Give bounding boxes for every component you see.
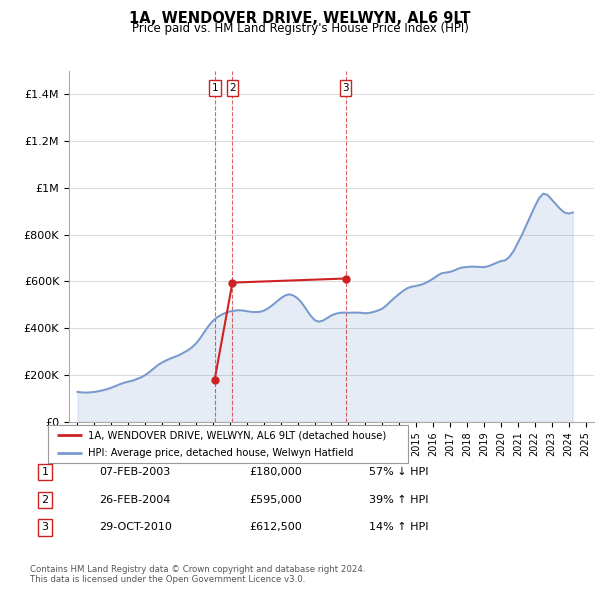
Text: 1A, WENDOVER DRIVE, WELWYN, AL6 9LT (detached house): 1A, WENDOVER DRIVE, WELWYN, AL6 9LT (det… [88, 430, 386, 440]
Text: 07-FEB-2003: 07-FEB-2003 [99, 467, 170, 477]
Text: 1: 1 [211, 83, 218, 93]
Text: 1: 1 [41, 467, 49, 477]
Text: 39% ↑ HPI: 39% ↑ HPI [369, 495, 428, 504]
Text: £180,000: £180,000 [249, 467, 302, 477]
Text: 2: 2 [229, 83, 236, 93]
FancyBboxPatch shape [48, 425, 408, 463]
Text: 57% ↓ HPI: 57% ↓ HPI [369, 467, 428, 477]
Text: 2: 2 [41, 495, 49, 504]
Text: 26-FEB-2004: 26-FEB-2004 [99, 495, 170, 504]
Text: 3: 3 [41, 523, 49, 532]
Text: £595,000: £595,000 [249, 495, 302, 504]
Text: HPI: Average price, detached house, Welwyn Hatfield: HPI: Average price, detached house, Welw… [88, 448, 353, 458]
Text: Price paid vs. HM Land Registry's House Price Index (HPI): Price paid vs. HM Land Registry's House … [131, 22, 469, 35]
Text: 14% ↑ HPI: 14% ↑ HPI [369, 523, 428, 532]
Text: £612,500: £612,500 [249, 523, 302, 532]
Text: 29-OCT-2010: 29-OCT-2010 [99, 523, 172, 532]
Text: 1A, WENDOVER DRIVE, WELWYN, AL6 9LT: 1A, WENDOVER DRIVE, WELWYN, AL6 9LT [129, 11, 471, 25]
Text: Contains HM Land Registry data © Crown copyright and database right 2024.
This d: Contains HM Land Registry data © Crown c… [30, 565, 365, 584]
Text: 3: 3 [342, 83, 349, 93]
